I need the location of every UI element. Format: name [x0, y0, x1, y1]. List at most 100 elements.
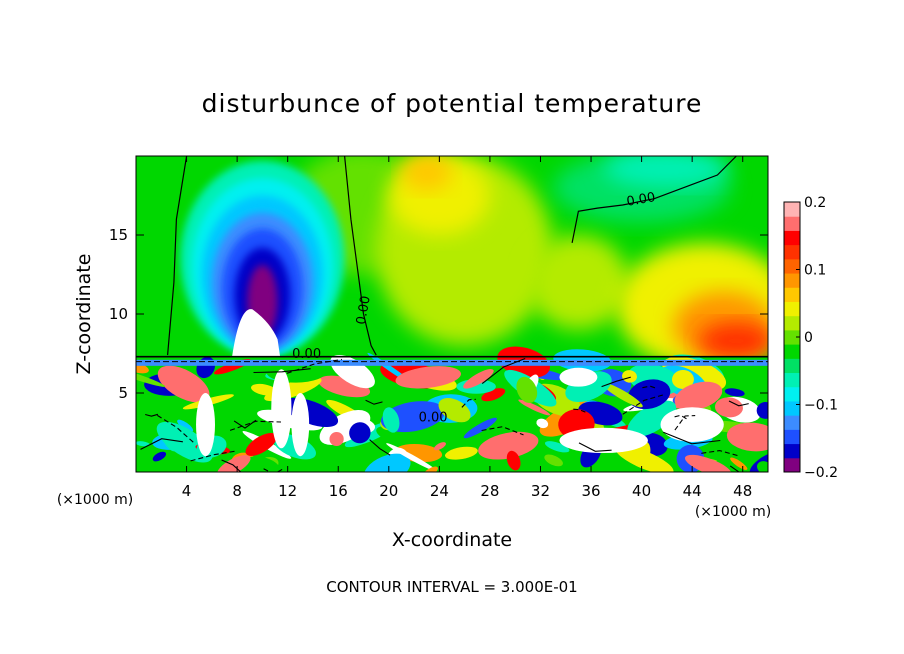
turbulent-patch	[757, 461, 768, 472]
x-tick-label: 8	[232, 482, 242, 500]
contour-line	[729, 465, 740, 472]
turbulent-patch	[516, 376, 538, 403]
x-tick-label: 24	[430, 482, 449, 500]
turbulent-patch	[536, 418, 549, 429]
contour-label: 0.00	[354, 295, 374, 326]
turbulent-patch	[544, 441, 570, 453]
turbulent-patch	[395, 366, 462, 389]
contour-line	[578, 442, 612, 452]
contour-line	[233, 419, 257, 429]
turbulent-patch	[627, 400, 677, 438]
field-patch	[603, 156, 731, 188]
turbulent-patch	[622, 370, 637, 383]
white-region	[559, 367, 598, 387]
colorbar-swatch	[784, 372, 800, 388]
y-tick-label: 5	[118, 384, 128, 402]
y-tick-label: 15	[109, 226, 128, 244]
contour-line	[140, 438, 183, 450]
colorbar-swatch	[784, 301, 800, 317]
contour-line	[253, 368, 311, 374]
contour-line	[461, 398, 476, 408]
contour-line	[145, 413, 159, 417]
x-tick-label: 44	[683, 482, 702, 500]
x-tick-label: 36	[581, 482, 600, 500]
turbulent-patch	[506, 450, 521, 471]
turbulent-patch	[136, 366, 166, 387]
contour-line	[642, 385, 658, 390]
turbulent-patch	[152, 451, 167, 462]
contour-line	[365, 399, 383, 405]
colorbar-swatch	[784, 429, 800, 445]
contour-line	[701, 450, 739, 457]
x-tick-label: 40	[632, 482, 651, 500]
contour-line	[190, 450, 238, 462]
turbulent-patch	[438, 398, 471, 423]
x-unit-left: (×1000 m)	[57, 492, 133, 508]
contour-zero-left	[167, 156, 188, 356]
x-tick-label: 12	[278, 482, 297, 500]
turbulent-patch	[544, 454, 563, 467]
turbulent-patch	[726, 422, 768, 452]
turbulent-patch	[716, 457, 768, 472]
field-patch	[401, 156, 452, 191]
colorbar-swatch	[784, 244, 800, 260]
colorbar-swatch	[784, 415, 800, 430]
contour-line	[481, 426, 524, 436]
turbulent-patch	[463, 417, 497, 439]
white-region	[559, 427, 648, 454]
colorbar-swatch	[784, 443, 800, 459]
x-tick-label: 28	[480, 482, 499, 500]
y-axis-ticks: 5 10 15	[109, 226, 768, 402]
colorbar-tick-label: 0.2	[804, 195, 826, 211]
contour-line	[674, 415, 696, 431]
saturated-region	[232, 309, 281, 357]
turbulent-patch	[329, 431, 344, 447]
turbulent-patch	[481, 388, 506, 402]
turbulent-patch	[157, 365, 210, 403]
interface-band	[136, 359, 768, 366]
y-axis-label: Z-coordinate	[73, 254, 95, 375]
contour-line	[728, 400, 749, 407]
x-tick-label: 4	[182, 482, 192, 500]
colorbar-tick-label: 0.1	[804, 263, 826, 279]
contour-line	[481, 357, 526, 385]
turbulent-patch	[724, 388, 745, 397]
x-axis-ticks: 4 8 12 16 20 24 28 32 36 40 44 48	[182, 156, 752, 500]
contour-label: 0.00	[419, 410, 448, 425]
chart-title: disturbunce of potential temperature	[202, 89, 703, 118]
contour-line	[573, 408, 586, 413]
colorbar-swatch	[784, 202, 800, 217]
turbulent-patch	[672, 369, 694, 389]
colorbar: 0.2 0.1 0 −0.1 −0.2	[783, 195, 838, 481]
x-tick-label: 16	[329, 482, 348, 500]
turbulent-patch	[433, 442, 446, 451]
contour-line	[229, 420, 282, 431]
white-region	[660, 407, 724, 442]
colorbar-swatch	[784, 273, 800, 288]
contour-zero-middle	[344, 156, 377, 356]
turbulent-patch	[349, 422, 371, 444]
contour-line	[674, 414, 688, 420]
contour-label: 0.00	[292, 347, 321, 362]
contour-line	[369, 439, 391, 456]
x-unit-right: (×1000 m)	[695, 504, 771, 520]
colorbar-swatch	[784, 287, 800, 302]
plot-area	[136, 156, 768, 472]
colorbar-swatch	[784, 216, 800, 231]
y-tick-label: 10	[109, 305, 128, 323]
turbulent-patch	[486, 449, 508, 459]
colorbar-swatch	[784, 386, 800, 402]
colorbar-tick-label: −0.1	[804, 398, 838, 414]
turbulent-patch	[136, 441, 150, 447]
colorbar-swatch	[784, 400, 800, 416]
turbulent-patch	[245, 433, 277, 456]
contour-line	[663, 431, 721, 445]
turbulent-patch	[177, 419, 194, 432]
x-tick-label: 32	[531, 482, 550, 500]
colorbar-tick-label: 0	[804, 330, 813, 346]
field-patch	[698, 321, 768, 360]
x-tick-label: 48	[733, 482, 752, 500]
turbulent-patch	[602, 382, 643, 408]
turbulent-patch	[714, 397, 743, 418]
white-region	[271, 369, 292, 449]
